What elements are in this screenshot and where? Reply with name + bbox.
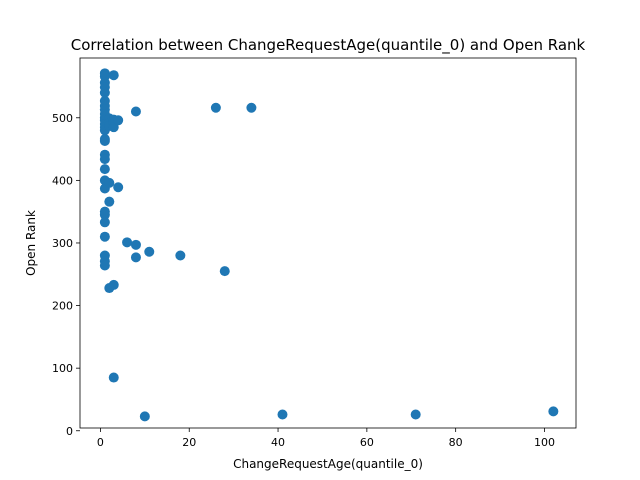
data-point-40 <box>130 239 141 250</box>
data-point-50 <box>108 372 119 383</box>
x-tick-label: 20 <box>182 436 196 449</box>
y-axis-ticks: 0 100 200 300 400 500 <box>52 112 80 438</box>
x-axis-label: ChangeRequestAge(quantile_0) <box>233 457 423 471</box>
y-tick-label: 0 <box>66 425 73 438</box>
data-point-47 <box>219 266 230 277</box>
x-tick-label: 100 <box>534 436 555 449</box>
data-point-34 <box>104 196 115 207</box>
data-point-5 <box>99 87 110 98</box>
y-tick-label: 500 <box>52 112 73 125</box>
data-point-36 <box>99 209 110 220</box>
chart-title: Correlation between ChangeRequestAge(qua… <box>71 36 586 55</box>
data-point-53 <box>410 409 421 420</box>
y-axis-label: Open Rank <box>24 210 38 276</box>
y-tick-label: 300 <box>52 237 73 250</box>
data-point-23 <box>210 102 221 113</box>
data-point-28 <box>99 154 110 165</box>
data-point-52 <box>277 409 288 420</box>
y-tick-label: 400 <box>52 174 73 187</box>
y-tick-label: 100 <box>52 362 73 375</box>
data-point-24 <box>246 102 257 113</box>
data-point-2 <box>108 70 119 81</box>
data-point-54 <box>548 406 559 417</box>
data-point-38 <box>99 231 110 242</box>
data-point-21 <box>113 115 124 126</box>
data-point-49 <box>104 283 115 294</box>
data-point-39 <box>122 237 133 248</box>
data-point-33 <box>113 182 124 193</box>
data-point-32 <box>104 177 115 188</box>
x-axis-ticks: 0 20 40 60 80 100 <box>97 428 555 449</box>
data-point-44 <box>175 250 186 261</box>
x-tick-label: 60 <box>360 436 374 449</box>
data-point-29 <box>99 164 110 175</box>
data-points <box>99 68 559 422</box>
x-tick-label: 0 <box>97 436 104 449</box>
data-point-51 <box>139 411 150 422</box>
x-tick-label: 40 <box>271 436 285 449</box>
data-point-43 <box>130 252 141 263</box>
data-point-37 <box>99 217 110 228</box>
y-tick-label: 200 <box>52 300 73 313</box>
plot-area-frame <box>79 57 577 429</box>
x-tick-label: 80 <box>449 436 463 449</box>
data-point-22 <box>130 106 141 117</box>
data-point-41 <box>144 246 155 257</box>
data-point-26 <box>99 135 110 146</box>
data-point-46 <box>99 260 110 271</box>
